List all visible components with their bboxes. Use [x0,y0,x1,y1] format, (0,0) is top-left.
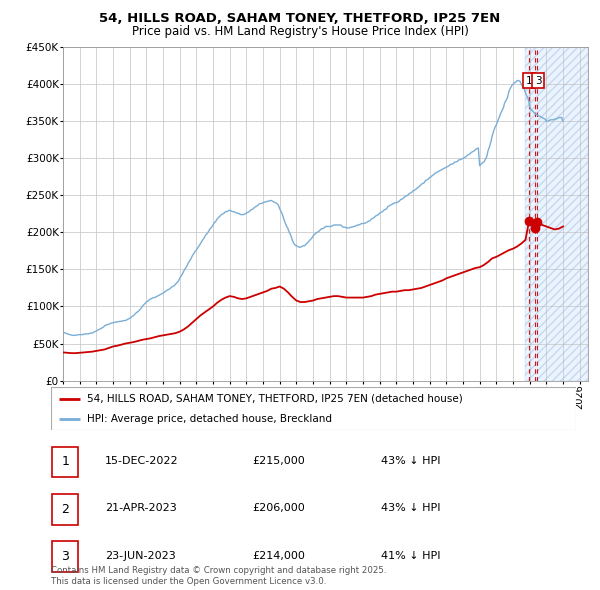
Text: 23-JUN-2023: 23-JUN-2023 [105,550,176,560]
Bar [526,47,588,381]
Text: 15-DEC-2022: 15-DEC-2022 [105,456,179,466]
Text: £214,000: £214,000 [252,550,305,560]
Text: 1: 1 [61,455,70,468]
Text: 1: 1 [526,76,532,86]
Text: 54, HILLS ROAD, SAHAM TONEY, THETFORD, IP25 7EN: 54, HILLS ROAD, SAHAM TONEY, THETFORD, I… [100,12,500,25]
FancyBboxPatch shape [52,494,79,525]
Text: Contains HM Land Registry data © Crown copyright and database right 2025.: Contains HM Land Registry data © Crown c… [51,566,386,575]
Text: 43% ↓ HPI: 43% ↓ HPI [381,456,440,466]
Bar [526,47,588,381]
Text: 21-APR-2023: 21-APR-2023 [105,503,177,513]
Text: £215,000: £215,000 [252,456,305,466]
Text: 41% ↓ HPI: 41% ↓ HPI [381,550,440,560]
Text: This data is licensed under the Open Government Licence v3.0.: This data is licensed under the Open Gov… [51,577,326,586]
Text: 54, HILLS ROAD, SAHAM TONEY, THETFORD, IP25 7EN (detached house): 54, HILLS ROAD, SAHAM TONEY, THETFORD, I… [87,394,463,404]
Text: 2: 2 [61,503,70,516]
FancyBboxPatch shape [52,541,79,572]
Text: £206,000: £206,000 [252,503,305,513]
Text: 3: 3 [535,76,542,86]
Text: Price paid vs. HM Land Registry's House Price Index (HPI): Price paid vs. HM Land Registry's House … [131,25,469,38]
FancyBboxPatch shape [52,447,79,477]
Text: 43% ↓ HPI: 43% ↓ HPI [381,503,440,513]
FancyBboxPatch shape [51,387,576,430]
Text: HPI: Average price, detached house, Breckland: HPI: Average price, detached house, Brec… [87,414,332,424]
Text: 3: 3 [61,550,70,563]
